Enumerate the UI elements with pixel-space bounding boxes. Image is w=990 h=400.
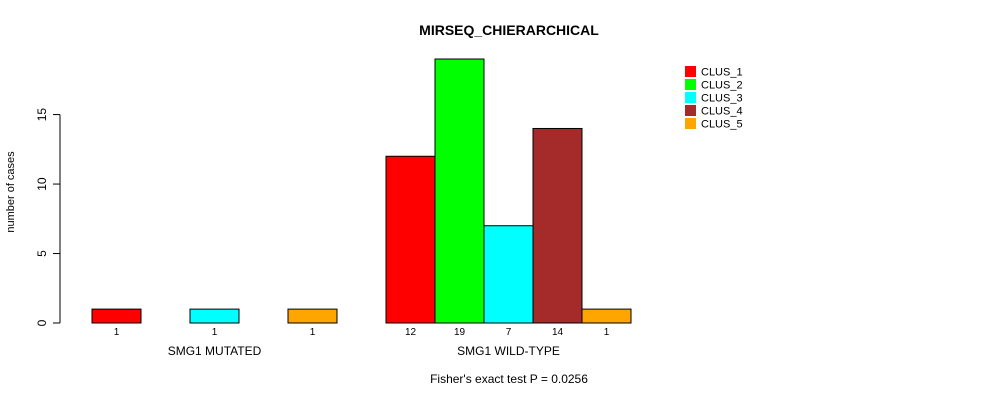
bar-1-clus_4 [532,127,583,324]
group-labels-group: SMG1 MUTATED SMG1 WILD-TYPE [168,344,560,358]
count-label-0-0: 1 [114,327,120,338]
group-label-1: SMG1 WILD-TYPE [457,344,560,358]
legend-swatch-clus_3 [685,92,696,103]
bar-1-clus_2 [434,58,485,324]
count-label-1-3: 14 [552,327,564,338]
count-label-1-4: 1 [604,327,610,338]
legend-label-clus_4: CLUS_4 [701,106,743,118]
bar-1-clus_3 [483,225,534,324]
bars-group [91,58,632,324]
count-label-1-2: 7 [506,327,512,338]
y-tick-label-0: 0 [35,319,49,326]
y-tick-label-15: 15 [35,108,49,122]
legend-label-clus_2: CLUS_2 [701,80,743,92]
bar-0-clus_5 [287,308,338,324]
bar-1-clus_1 [385,155,436,324]
y-tick-label-5: 5 [35,250,49,257]
count-labels-group: 1 1 1 12 19 7 14 1 [114,327,610,338]
chart-title: MIRSEQ_CHIERARCHICAL [419,22,599,38]
legend-swatch-clus_1 [685,66,696,77]
y-axis: 0 5 10 15 [35,108,61,326]
count-label-0-2: 1 [212,327,218,338]
legend-swatch-clus_5 [685,118,696,129]
count-label-1-0: 12 [405,327,417,338]
legend-swatch-clus_4 [685,105,696,116]
bar-1-clus_5 [581,308,632,324]
y-axis-label: number of cases [5,151,17,233]
group-label-0: SMG1 MUTATED [168,344,262,358]
bar-0-clus_1 [91,308,142,324]
legend-swatch-clus_2 [685,79,696,90]
legend-label-clus_3: CLUS_3 [701,93,743,105]
count-label-1-1: 19 [454,327,466,338]
fisher-test-footer: Fisher's exact test P = 0.0256 [430,372,588,386]
legend-label-clus_1: CLUS_1 [701,67,743,79]
legend-label-clus_5: CLUS_5 [701,119,743,131]
bar-0-clus_3 [189,308,240,324]
y-tick-label-10: 10 [35,177,49,191]
count-label-0-4: 1 [310,327,316,338]
